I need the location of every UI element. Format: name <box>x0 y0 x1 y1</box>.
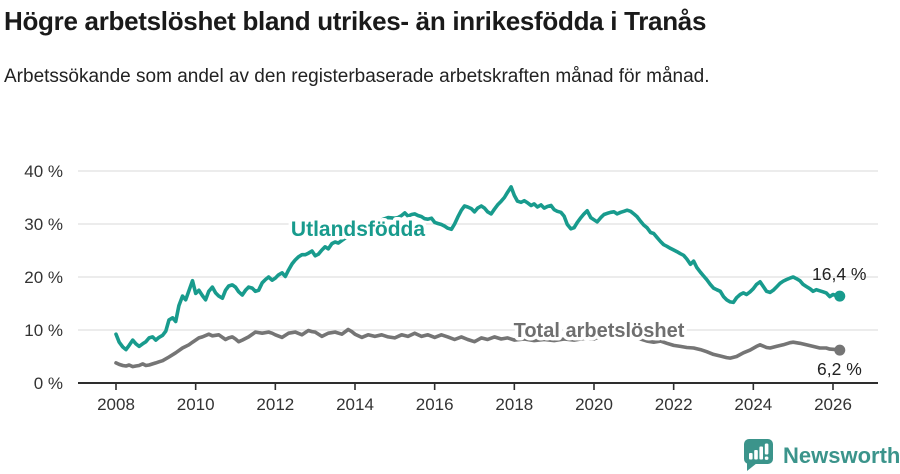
x-tick-label: 2008 <box>97 395 135 414</box>
series-end-dot-Total arbetslöshet <box>834 344 846 356</box>
y-tick-label: 20 % <box>24 268 63 287</box>
page-title: Högre arbetslöshet bland utrikes- än inr… <box>4 6 707 36</box>
series-line-Total arbetslöshet <box>114 327 842 369</box>
series-labels: Total arbetslöshet 6,2 % Utlandsfödda 16,4 … <box>287 215 866 380</box>
end-value-label-Total arbetslöshet: 6,2 % <box>817 359 862 379</box>
x-tick-label: 2018 <box>495 395 533 414</box>
y-tick-label: 10 % <box>24 321 63 340</box>
newsworthy-logo: Newsworthy <box>744 439 900 471</box>
x-tick-label: 2012 <box>256 395 294 414</box>
x-tick-label: 2024 <box>734 395 772 414</box>
end-value-label-Utlandsfödda: 16,4 % <box>812 264 866 284</box>
x-tick-label: 2020 <box>575 395 613 414</box>
y-tick-label: 30 % <box>24 215 63 234</box>
x-axis: 0 % 10 % 20 % 30 % 40 % 2008 2010 2012 2014 2016 2… <box>24 162 878 414</box>
x-tick-label: 2026 <box>814 395 852 414</box>
series-lines <box>114 185 842 369</box>
gridlines <box>78 170 878 331</box>
x-tick-label: 2016 <box>416 395 454 414</box>
series-label-Total arbetslöshet: Total arbetslöshet <box>514 320 685 342</box>
x-tick-label: 2010 <box>177 395 215 414</box>
logo-mark-icon <box>744 439 773 471</box>
series-label-Utlandsfödda: Utlandsfödda <box>291 218 425 241</box>
x-tick-label: 2022 <box>655 395 693 414</box>
series-end-dot-Utlandsfödda <box>834 290 846 302</box>
y-tick-label: 0 % <box>34 374 63 393</box>
y-tick-label: 40 % <box>24 162 63 181</box>
logo-wordmark: Newsworthy <box>783 443 900 468</box>
series-line-Utlandsfödda <box>114 185 842 352</box>
page-subtitle: Arbetssökande som andel av den registerb… <box>4 66 710 87</box>
x-tick-label: 2014 <box>336 395 374 414</box>
